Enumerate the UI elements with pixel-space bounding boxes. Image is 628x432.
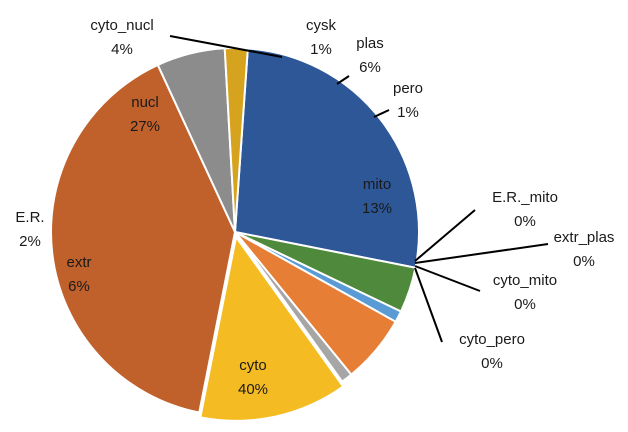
slice-percent-extr-plas: 0%	[573, 253, 595, 270]
slice-pero	[234, 231, 353, 384]
slice-name-nucl: nucl	[131, 94, 159, 111]
slice-percent-cyto-nucl: 4%	[111, 41, 133, 58]
slice-name-e-r-mito: E.R._mito	[492, 189, 558, 206]
slice-name-cyto: cyto	[239, 357, 267, 374]
slice-percent-mito: 13%	[362, 200, 392, 217]
slice-percent-extr: 6%	[68, 278, 90, 295]
slice-nucl	[233, 47, 420, 269]
leader-line-pero	[373, 109, 390, 118]
slice-percent-cyto: 40%	[238, 381, 268, 398]
slice-percent-e-r-mito: 0%	[514, 213, 536, 230]
slice-percent-pero: 1%	[397, 104, 419, 121]
slice-percent-cyto-pero: 0%	[481, 355, 503, 372]
slice-name-cysk: cysk	[306, 17, 337, 34]
slice-percent-e-r: 2%	[19, 233, 41, 250]
slice-name-pero: pero	[393, 80, 423, 97]
leader-line-extr-plas	[414, 243, 549, 264]
slice-percent-cyto-mito: 0%	[514, 296, 536, 313]
slice-name-cyto-nucl: cyto_nucl	[90, 17, 153, 34]
slice-name-cyto-mito: cyto_mito	[493, 272, 557, 289]
slice-percent-plas: 6%	[359, 59, 381, 76]
slice-name-extr: extr	[66, 254, 91, 271]
leader-line-cyto-pero	[414, 267, 443, 343]
leader-line-cyto-nucl	[169, 35, 283, 58]
slice-mito	[199, 234, 345, 422]
slice-name-cyto-pero: cyto_pero	[459, 331, 525, 348]
slice-name-mito: mito	[363, 176, 391, 193]
slice-percent-nucl: 27%	[130, 118, 160, 135]
slice-name-e-r: E.R.	[15, 209, 44, 226]
slice-cyto	[50, 63, 237, 414]
leader-line-cyto-mito	[414, 265, 481, 292]
slice-name-plas: plas	[356, 35, 384, 52]
leader-line-plas	[336, 75, 350, 85]
slice-percent-cysk: 1%	[310, 41, 332, 58]
slice-name-extr-plas: extr_plas	[554, 229, 615, 246]
leader-line-e-r-mito	[414, 209, 476, 262]
